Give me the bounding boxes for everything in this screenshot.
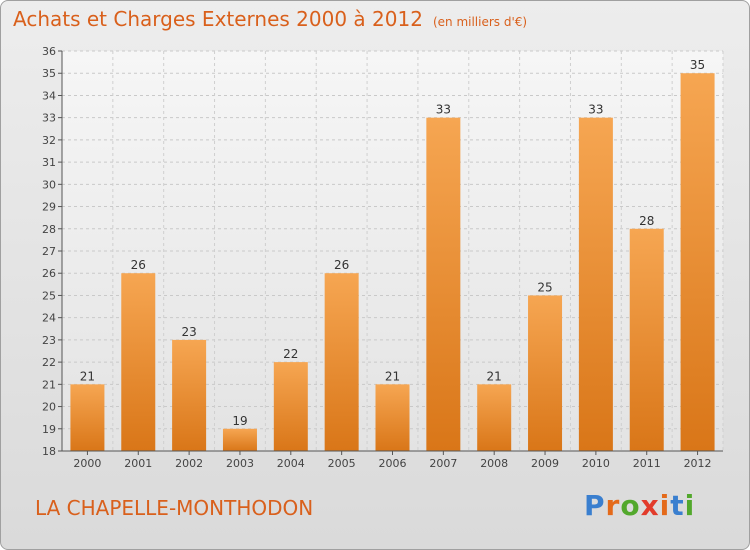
x-tick-label-2002: 2002 — [175, 457, 203, 470]
y-tick-label: 30 — [42, 178, 56, 191]
logo-letter: x — [640, 489, 660, 522]
x-tick-label-2011: 2011 — [633, 457, 661, 470]
y-tick-label: 35 — [42, 67, 56, 80]
bars: 21 26 23 19 22 26 21 33 21 25 33 28 35 — [70, 58, 715, 452]
y-tick-label: 26 — [42, 267, 56, 280]
y-tick-label: 28 — [42, 223, 56, 236]
y-tick-label: 21 — [42, 378, 56, 391]
commune-name: LA CHAPELLE-MONTHODON — [35, 496, 314, 520]
x-tick-label-2008: 2008 — [480, 457, 508, 470]
bar-2011 — [629, 228, 664, 451]
y-tick-label: 32 — [42, 134, 56, 147]
x-tick-label-2012: 2012 — [684, 457, 712, 470]
bar-2009 — [528, 295, 563, 451]
x-tick-label-2006: 2006 — [379, 457, 407, 470]
y-tick-label: 22 — [42, 356, 56, 369]
x-tick-label-2009: 2009 — [531, 457, 559, 470]
x-tick-label-2005: 2005 — [328, 457, 356, 470]
x-tick-label-2007: 2007 — [429, 457, 457, 470]
y-tick-label: 18 — [42, 445, 56, 458]
y-tick-label: 25 — [42, 289, 56, 302]
x-tick-label-2000: 2000 — [73, 457, 101, 470]
bar-2002 — [172, 339, 207, 451]
data-label-2012: 35 — [690, 58, 705, 72]
y-tick-label: 23 — [42, 334, 56, 347]
chart-subtitle: (en milliers d'€) — [432, 15, 528, 29]
bar-2003 — [222, 428, 257, 451]
y-tick-label: 34 — [42, 89, 56, 102]
data-label-2005: 26 — [334, 258, 349, 272]
chart-title: Achats et Charges Externes 2000 à 2012 (e… — [13, 7, 527, 31]
bar-2004 — [273, 362, 308, 451]
y-tick-label: 20 — [42, 401, 56, 414]
bar-2012 — [680, 73, 715, 451]
data-label-2000: 21 — [80, 369, 95, 383]
data-label-2007: 33 — [436, 103, 451, 117]
data-label-2002: 23 — [181, 325, 196, 339]
x-tick-label-2003: 2003 — [226, 457, 254, 470]
logo-letter: t — [670, 489, 685, 522]
data-label-2009: 25 — [537, 280, 552, 294]
logo-letter: o — [620, 489, 641, 522]
x-axis: 2000 2001 2002 2003 2004 2005 2006 2007 2008 2009… — [62, 450, 723, 470]
bar-2006 — [375, 384, 410, 451]
x-tick-label-2004: 2004 — [277, 457, 305, 470]
logo-letter: i — [659, 489, 671, 522]
data-label-2001: 26 — [131, 258, 146, 272]
y-tick-label: 27 — [42, 245, 56, 258]
y-tick-label: 33 — [42, 112, 56, 125]
data-label-2008: 21 — [487, 369, 502, 383]
logo-letter: i — [684, 489, 696, 522]
y-axis: 18 19 20 21 22 23 24 25 26 27 28 29 30 31 32 33 34 35 36 — [42, 45, 63, 458]
data-label-2011: 28 — [639, 214, 654, 228]
data-label-2004: 22 — [283, 347, 298, 361]
bar-2000 — [70, 384, 105, 451]
bar-2008 — [477, 384, 512, 451]
x-tick-label-2001: 2001 — [124, 457, 152, 470]
chart-title-text: Achats et Charges Externes 2000 à 2012 — [13, 7, 423, 31]
bar-2010 — [578, 117, 613, 452]
data-label-2003: 19 — [232, 414, 247, 428]
y-tick-label: 24 — [42, 312, 56, 325]
logo-letter: P — [584, 489, 606, 522]
proxiti-logo: Proxiti — [584, 489, 695, 522]
data-label-2006: 21 — [385, 369, 400, 383]
x-tick-label-2010: 2010 — [582, 457, 610, 470]
y-tick-label: 19 — [42, 423, 56, 436]
bar-2007 — [426, 117, 461, 452]
bar-2001 — [121, 273, 156, 451]
logo-letter: r — [605, 489, 621, 522]
y-tick-label: 31 — [42, 156, 56, 169]
y-tick-label: 36 — [42, 45, 56, 58]
data-label-2010: 33 — [588, 103, 603, 117]
y-tick-label: 29 — [42, 201, 56, 214]
bar-2005 — [324, 273, 359, 451]
